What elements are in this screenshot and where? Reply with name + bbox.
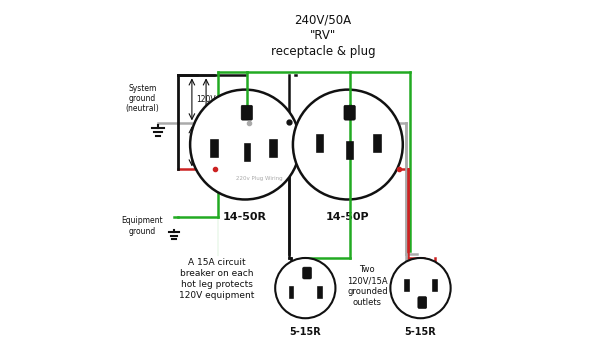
Circle shape: [391, 258, 451, 318]
Text: G: G: [430, 298, 437, 307]
Text: Two
120V/15A
grounded
outlets: Two 120V/15A grounded outlets: [347, 265, 388, 307]
Text: 120V: 120V: [196, 142, 216, 151]
Text: 120V: 120V: [196, 95, 216, 104]
Bar: [244, 143, 250, 161]
Text: W: W: [345, 170, 354, 179]
Text: 240V: 240V: [211, 118, 230, 127]
Text: G: G: [315, 269, 322, 278]
Text: Y: Y: [218, 167, 224, 176]
Text: Y: Y: [383, 115, 389, 124]
Text: G: G: [361, 108, 368, 117]
FancyBboxPatch shape: [344, 105, 355, 120]
Text: 14-50P: 14-50P: [326, 212, 370, 222]
Bar: [404, 279, 409, 291]
Text: 14-50R: 14-50R: [223, 212, 267, 222]
Bar: [433, 279, 437, 291]
Text: 220v Plug Wiring: 220v Plug Wiring: [236, 176, 283, 181]
Circle shape: [293, 90, 403, 199]
Text: W: W: [400, 280, 409, 289]
Circle shape: [275, 258, 335, 318]
Text: Equipment
ground: Equipment ground: [121, 216, 163, 236]
FancyBboxPatch shape: [418, 297, 427, 309]
Bar: [373, 134, 381, 152]
Bar: [269, 139, 277, 157]
Text: X: X: [279, 167, 285, 176]
Text: W: W: [324, 286, 332, 295]
Text: W: W: [242, 170, 251, 179]
Text: X: X: [284, 286, 290, 295]
FancyBboxPatch shape: [241, 105, 253, 120]
Bar: [346, 141, 353, 159]
Bar: [317, 285, 322, 298]
Bar: [316, 134, 323, 152]
Text: X: X: [439, 280, 445, 289]
Text: System
ground
(neutral): System ground (neutral): [125, 84, 159, 113]
FancyBboxPatch shape: [302, 267, 311, 279]
Text: A 15A circuit
breaker on each
hot leg protects
120V equipment: A 15A circuit breaker on each hot leg pr…: [179, 258, 254, 300]
Text: G: G: [259, 108, 265, 117]
Bar: [210, 139, 218, 157]
Text: 240V/50A
"RV"
receptacle & plug: 240V/50A "RV" receptacle & plug: [271, 13, 376, 58]
Text: X: X: [323, 115, 329, 124]
Bar: [289, 285, 293, 298]
Circle shape: [190, 90, 300, 199]
Text: 5-15R: 5-15R: [404, 327, 436, 337]
Text: 5-15R: 5-15R: [289, 327, 321, 337]
